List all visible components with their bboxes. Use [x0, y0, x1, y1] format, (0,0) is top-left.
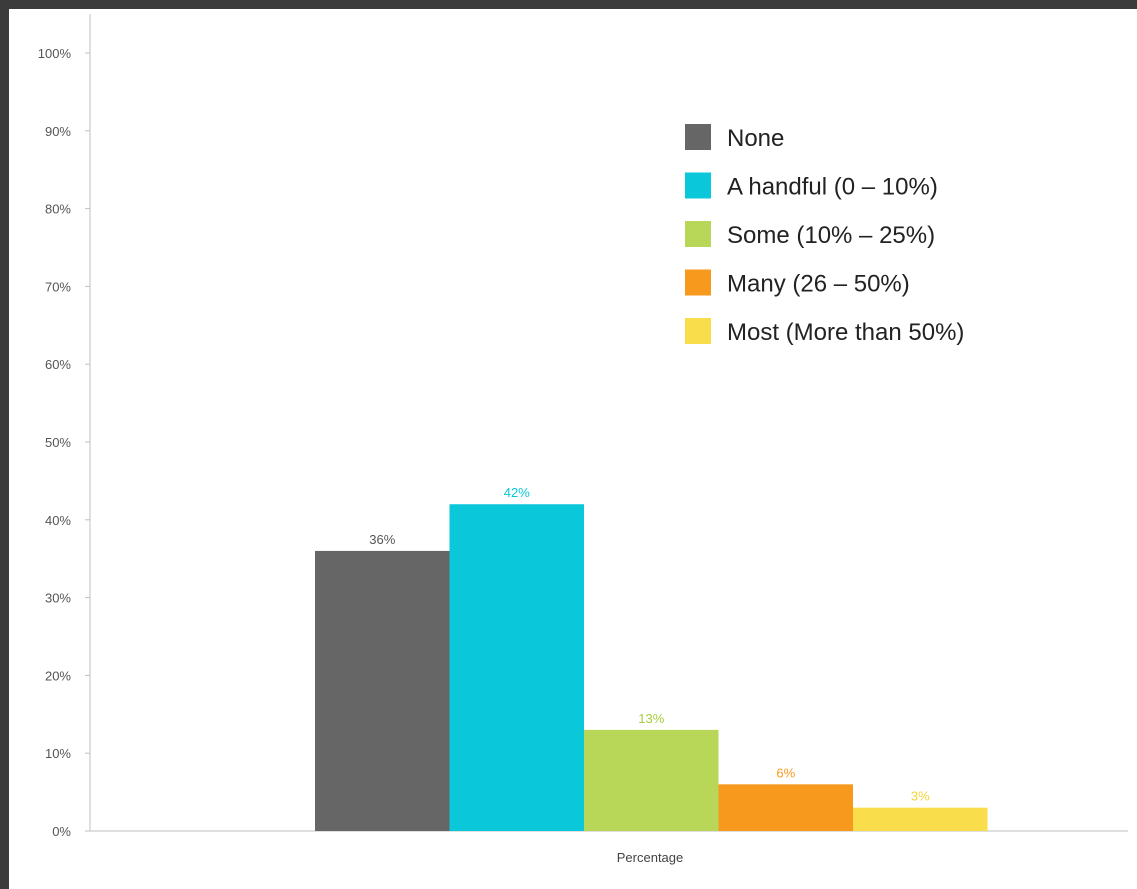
y-tick-label: 30% [45, 591, 71, 606]
bar-value-label: 36% [369, 532, 395, 547]
legend-item[interactable]: Some (10% – 25%) [685, 221, 935, 249]
y-tick-label: 40% [45, 513, 71, 528]
bar-value-label: 6% [776, 765, 795, 780]
y-tick-label: 90% [45, 124, 71, 139]
bar-value-label: 13% [638, 711, 664, 726]
data-labels: 36% 42% 13% 6% 3% [369, 485, 930, 803]
bar[interactable] [584, 729, 719, 831]
y-tick-label: 0% [52, 824, 71, 839]
y-tick-label: 60% [45, 357, 71, 372]
bar-value-label: 42% [504, 485, 530, 500]
bar[interactable] [449, 504, 585, 831]
y-tick-label: 10% [45, 746, 71, 761]
bar[interactable] [315, 550, 450, 831]
y-tick-label: 100% [38, 46, 72, 61]
legend-swatch [685, 318, 711, 344]
y-tick-label: 80% [45, 202, 71, 217]
legend-label: Some (10% – 25%) [727, 222, 935, 249]
legend-label: None [727, 125, 784, 152]
bar[interactable] [718, 784, 854, 831]
bars [315, 504, 988, 831]
legend-swatch [685, 221, 711, 247]
y-tick-label: 50% [45, 435, 71, 450]
legend-item[interactable]: Many (26 – 50%) [685, 269, 910, 298]
legend-swatch [685, 124, 711, 150]
bar[interactable] [853, 807, 988, 831]
legend-item[interactable]: Most (More than 50%) [685, 318, 964, 346]
legend-item[interactable]: A handful (0 – 10%) [685, 172, 938, 201]
y-tick-label: 20% [45, 668, 71, 683]
legend-swatch [685, 269, 711, 296]
legend-label: A handful (0 – 10%) [727, 174, 938, 201]
legend-swatch [685, 172, 711, 199]
x-category-label: Percentage [617, 850, 684, 865]
legend-label: Most (More than 50%) [727, 319, 964, 346]
legend: None A handful (0 – 10%) Some (10% – 25%) M… [685, 124, 964, 346]
bar-value-label: 3% [911, 789, 930, 804]
y-tick-label: 70% [45, 279, 71, 294]
legend-label: Many (26 – 50%) [727, 271, 910, 298]
legend-item[interactable]: None [685, 124, 784, 152]
